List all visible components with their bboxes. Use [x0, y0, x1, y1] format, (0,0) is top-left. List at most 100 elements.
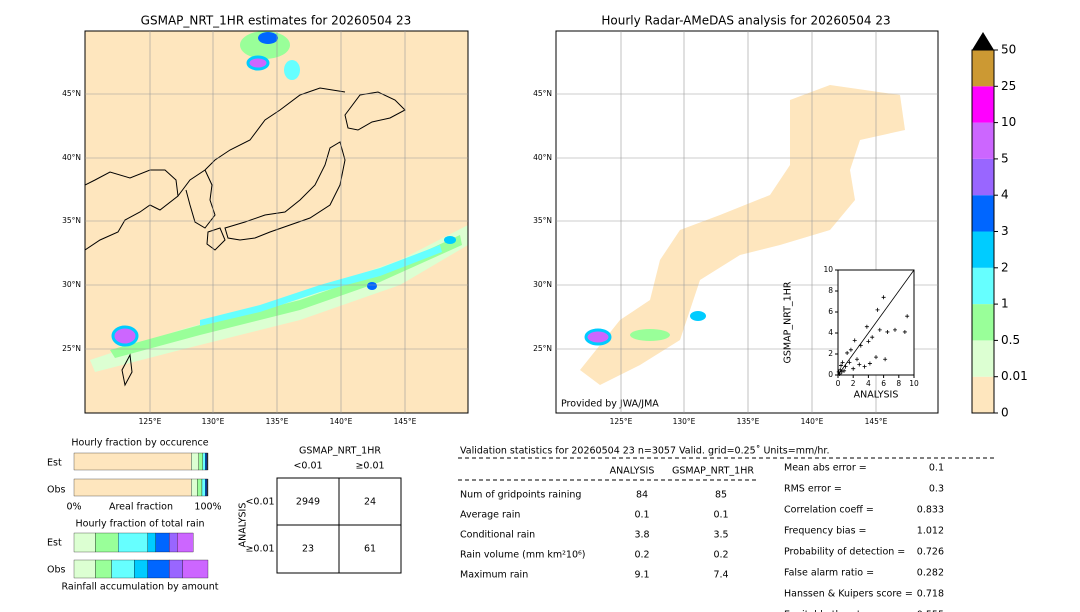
scatter-point — [858, 343, 863, 348]
category-label: Obs — [47, 485, 66, 496]
bar-segment — [118, 532, 148, 553]
score-label: Correlation coeff = — [784, 505, 874, 516]
colorbar-label: 4 — [1001, 188, 1009, 202]
scatter-point — [877, 327, 882, 332]
scatter-point — [893, 327, 897, 332]
bar-segment — [177, 532, 194, 553]
scatter-point — [862, 364, 867, 369]
scatter-point — [836, 369, 841, 374]
score-value: 0.555 — [917, 610, 944, 612]
x-tick-label: 8 — [896, 379, 901, 388]
scatter-point — [852, 338, 857, 343]
bar-segment — [191, 478, 198, 497]
lon-label: 130°E — [202, 417, 225, 426]
scatter-point — [842, 368, 847, 373]
colorbar-label: 0.5 — [1001, 333, 1020, 347]
scatter-point — [840, 360, 845, 365]
lat-label: 25°N — [62, 344, 81, 353]
stats-value: 84 — [636, 490, 648, 501]
y-tick-label: 8 — [828, 286, 833, 295]
bar-segment — [147, 559, 170, 579]
col-label: ≥0.01 — [355, 461, 384, 472]
lat-label: 30°N — [533, 280, 552, 289]
x-axis-label: Areal fraction — [109, 502, 173, 513]
scatter-point — [885, 329, 890, 334]
colorbar-label: 0 — [1001, 406, 1009, 420]
lat-label: 25°N — [533, 344, 552, 353]
stats-value: 0.1 — [634, 510, 649, 521]
bar-segment — [206, 478, 209, 497]
colorbar-bin — [972, 340, 994, 377]
bar-chart-title: Hourly fraction by occurence — [71, 438, 208, 449]
stats-col-label: ANALYSIS — [610, 466, 655, 477]
bar-segment — [168, 559, 183, 579]
stats-row-label: Num of gridpoints raining — [460, 490, 581, 501]
lat-label: 40°N — [533, 153, 552, 162]
bar-chart-title: Hourly fraction of total rain — [76, 519, 205, 530]
lat-label: 45°N — [62, 89, 81, 98]
bar-segment — [168, 532, 178, 553]
stats-row-label: Conditional rain — [460, 530, 535, 541]
scatter-point — [864, 324, 869, 329]
bar-segment — [205, 478, 207, 497]
bar-segment — [205, 452, 207, 471]
lon-label: 145°E — [394, 417, 417, 426]
scatter-point — [870, 335, 875, 340]
stats-row-label: Rain volume (mm km²10⁶) — [460, 550, 586, 561]
scatter-point — [881, 295, 886, 300]
x-tick-label: 0% — [66, 502, 81, 513]
scatter-point — [851, 366, 856, 371]
stats-value: 7.4 — [713, 570, 728, 581]
colorbar-bin — [972, 376, 994, 413]
bar-segment — [134, 559, 148, 579]
score-label: Frequency bias = — [784, 526, 867, 537]
scatter-point — [843, 364, 848, 369]
stats-row-label: Maximum rain — [460, 570, 528, 581]
map-frame — [84, 30, 469, 414]
scatter-point — [855, 357, 859, 362]
lon-label: 140°E — [801, 417, 824, 426]
y-tick-label: 0 — [828, 370, 833, 379]
colorbar-label: 0.01 — [1001, 369, 1028, 383]
scatter-point — [839, 363, 844, 368]
score-value: 0.282 — [917, 568, 944, 579]
map-title: GSMAP_NRT_1HR estimates for 20260504 23 — [141, 14, 412, 28]
stats-value: 9.1 — [634, 570, 649, 581]
x-tick-label: 6 — [881, 379, 886, 388]
bar-segment — [111, 559, 135, 579]
bar-segment — [95, 559, 112, 579]
colorbar-bin — [972, 231, 994, 268]
scatter-point — [857, 362, 862, 367]
lat-label: 40°N — [62, 153, 81, 162]
row-label: ≥0.01 — [245, 544, 274, 555]
diagonal — [837, 269, 915, 376]
stats-header: Validation statistics for 20260504 23 n=… — [460, 446, 830, 457]
y-tick-label: 2 — [828, 349, 833, 358]
score-label: RMS error = — [784, 484, 842, 495]
table-cell: 23 — [302, 544, 314, 555]
score-label: Probability of detection = — [784, 547, 905, 558]
category-label: Obs — [47, 565, 66, 576]
scatter-point — [848, 347, 853, 352]
rain-field — [90, 31, 468, 372]
rain-field — [580, 85, 905, 385]
x-tick-label: 2 — [851, 379, 856, 388]
row-title: ANALYSIS — [238, 503, 249, 548]
score-value: 0.3 — [929, 484, 944, 495]
stats-value: 0.2 — [713, 550, 728, 561]
table-cell: 24 — [364, 497, 376, 508]
stats-col-label: GSMAP_NRT_1HR — [672, 466, 754, 477]
score-label: Equitable threat score = — [784, 610, 900, 612]
lat-label: 35°N — [62, 216, 81, 225]
colorbar-extend — [972, 32, 994, 50]
scatter-point — [866, 339, 871, 344]
x-axis-label: Rainfall accumulation by amount — [62, 582, 219, 593]
scatter-point — [875, 307, 880, 312]
stats-value: 0.1 — [713, 510, 728, 521]
colorbar-label: 1 — [1001, 297, 1009, 311]
lon-label: 140°E — [330, 417, 353, 426]
x-axis-label: ANALYSIS — [854, 390, 899, 401]
stats-value: 85 — [715, 490, 727, 501]
colorbar-label: 10 — [1001, 115, 1016, 129]
y-tick-label: 6 — [828, 307, 833, 316]
